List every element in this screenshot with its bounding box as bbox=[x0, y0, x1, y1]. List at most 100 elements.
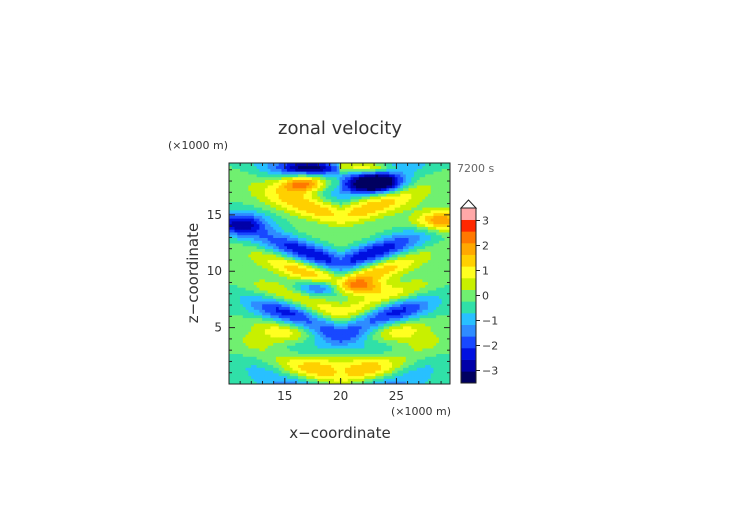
heatmap-cell bbox=[275, 356, 280, 360]
heatmap-cell bbox=[375, 372, 379, 377]
heatmap-cell bbox=[237, 312, 241, 316]
heatmap-cell bbox=[347, 218, 351, 222]
heatmap-cell bbox=[389, 323, 393, 327]
heatmap-cell bbox=[358, 212, 362, 216]
heatmap-cell bbox=[309, 267, 313, 272]
heatmap-cell bbox=[284, 339, 288, 343]
heatmap-cell bbox=[309, 251, 313, 255]
heatmap-cell bbox=[364, 165, 368, 169]
heatmap-cell bbox=[350, 243, 354, 247]
heatmap-cell bbox=[270, 215, 274, 219]
heatmap-cell bbox=[331, 174, 335, 178]
heatmap-cell bbox=[364, 168, 368, 172]
heatmap-cell bbox=[298, 361, 302, 366]
heatmap-cell bbox=[234, 267, 238, 272]
heatmap-cell bbox=[251, 337, 255, 341]
heatmap-cell bbox=[237, 356, 241, 360]
heatmap-cell bbox=[328, 328, 332, 332]
heatmap-cell bbox=[309, 196, 313, 200]
heatmap-cell bbox=[331, 267, 335, 272]
heatmap-cell bbox=[262, 193, 266, 197]
heatmap-cell bbox=[278, 317, 282, 321]
heatmap-cell bbox=[380, 295, 385, 299]
heatmap-cell bbox=[333, 190, 338, 194]
heatmap-cell bbox=[342, 345, 346, 349]
heatmap-cell bbox=[361, 221, 365, 225]
heatmap-cell bbox=[333, 226, 338, 230]
heatmap-cell bbox=[317, 204, 321, 208]
heatmap-cell bbox=[295, 361, 299, 366]
heatmap-cell bbox=[339, 279, 343, 283]
heatmap-cell bbox=[231, 342, 235, 346]
heatmap-cell bbox=[270, 221, 274, 225]
heatmap-cell bbox=[358, 375, 362, 379]
heatmap-cell bbox=[229, 193, 233, 197]
heatmap-cell bbox=[350, 240, 354, 244]
heatmap-cell bbox=[256, 367, 260, 371]
heatmap-cell bbox=[234, 317, 238, 321]
heatmap-cell bbox=[245, 339, 249, 343]
heatmap-cell bbox=[331, 339, 335, 343]
heatmap-cell bbox=[292, 190, 296, 194]
heatmap-cell bbox=[367, 325, 371, 330]
heatmap-cell bbox=[386, 314, 390, 319]
heatmap-cell bbox=[336, 353, 340, 357]
heatmap-cell bbox=[270, 353, 274, 357]
heatmap-cell bbox=[342, 295, 346, 299]
heatmap-cell bbox=[251, 276, 255, 280]
heatmap-cell bbox=[358, 342, 362, 346]
heatmap-cell bbox=[259, 254, 263, 258]
heatmap-cell bbox=[289, 281, 293, 285]
heatmap-cell bbox=[267, 356, 271, 360]
heatmap-cell bbox=[309, 256, 313, 261]
heatmap-cell bbox=[287, 248, 291, 252]
heatmap-cell bbox=[336, 281, 340, 285]
heatmap-cell bbox=[281, 198, 285, 203]
heatmap-cell bbox=[278, 370, 282, 374]
heatmap-cell bbox=[325, 325, 329, 330]
heatmap-cell bbox=[367, 193, 371, 197]
heatmap-cell bbox=[278, 292, 282, 296]
heatmap-cell bbox=[253, 212, 258, 216]
heatmap-cell bbox=[350, 323, 354, 327]
heatmap-cell bbox=[253, 312, 258, 316]
heatmap-cell bbox=[303, 276, 307, 280]
heatmap-cell bbox=[303, 367, 307, 371]
heatmap-cell bbox=[303, 209, 307, 214]
heatmap-cell bbox=[372, 226, 376, 230]
heatmap-cell bbox=[300, 207, 304, 211]
heatmap-cell bbox=[400, 331, 404, 335]
heatmap-cell bbox=[237, 331, 241, 335]
heatmap-cell bbox=[281, 292, 285, 296]
heatmap-cell bbox=[231, 165, 235, 169]
heatmap-cell bbox=[372, 218, 376, 222]
heatmap-cell bbox=[386, 372, 390, 377]
heatmap-cell bbox=[364, 265, 368, 269]
heatmap-cell bbox=[259, 325, 263, 330]
heatmap-cell bbox=[240, 270, 244, 274]
heatmap-cell bbox=[275, 345, 280, 349]
heatmap-cell bbox=[303, 212, 307, 216]
heatmap-cell bbox=[353, 279, 357, 283]
heatmap-cell bbox=[248, 226, 252, 230]
heatmap-cell bbox=[311, 378, 316, 382]
heatmap-cell bbox=[345, 361, 349, 366]
heatmap-cell bbox=[234, 295, 238, 299]
heatmap-cell bbox=[361, 312, 365, 316]
heatmap-cell bbox=[397, 303, 401, 308]
heatmap-cell bbox=[320, 218, 324, 222]
heatmap-cell bbox=[386, 221, 390, 225]
heatmap-cell bbox=[391, 256, 396, 261]
heatmap-cell bbox=[356, 165, 360, 169]
heatmap-cell bbox=[369, 267, 374, 272]
heatmap-cell bbox=[281, 243, 285, 247]
heatmap-cell bbox=[314, 243, 318, 247]
heatmap-cell bbox=[322, 243, 327, 247]
heatmap-cell bbox=[367, 301, 371, 305]
heatmap-cell bbox=[287, 295, 291, 299]
heatmap-cell bbox=[350, 337, 354, 341]
heatmap-cell bbox=[251, 298, 255, 302]
heatmap-cell bbox=[287, 370, 291, 374]
heatmap-cell bbox=[275, 292, 280, 296]
heatmap-cell bbox=[372, 232, 376, 236]
